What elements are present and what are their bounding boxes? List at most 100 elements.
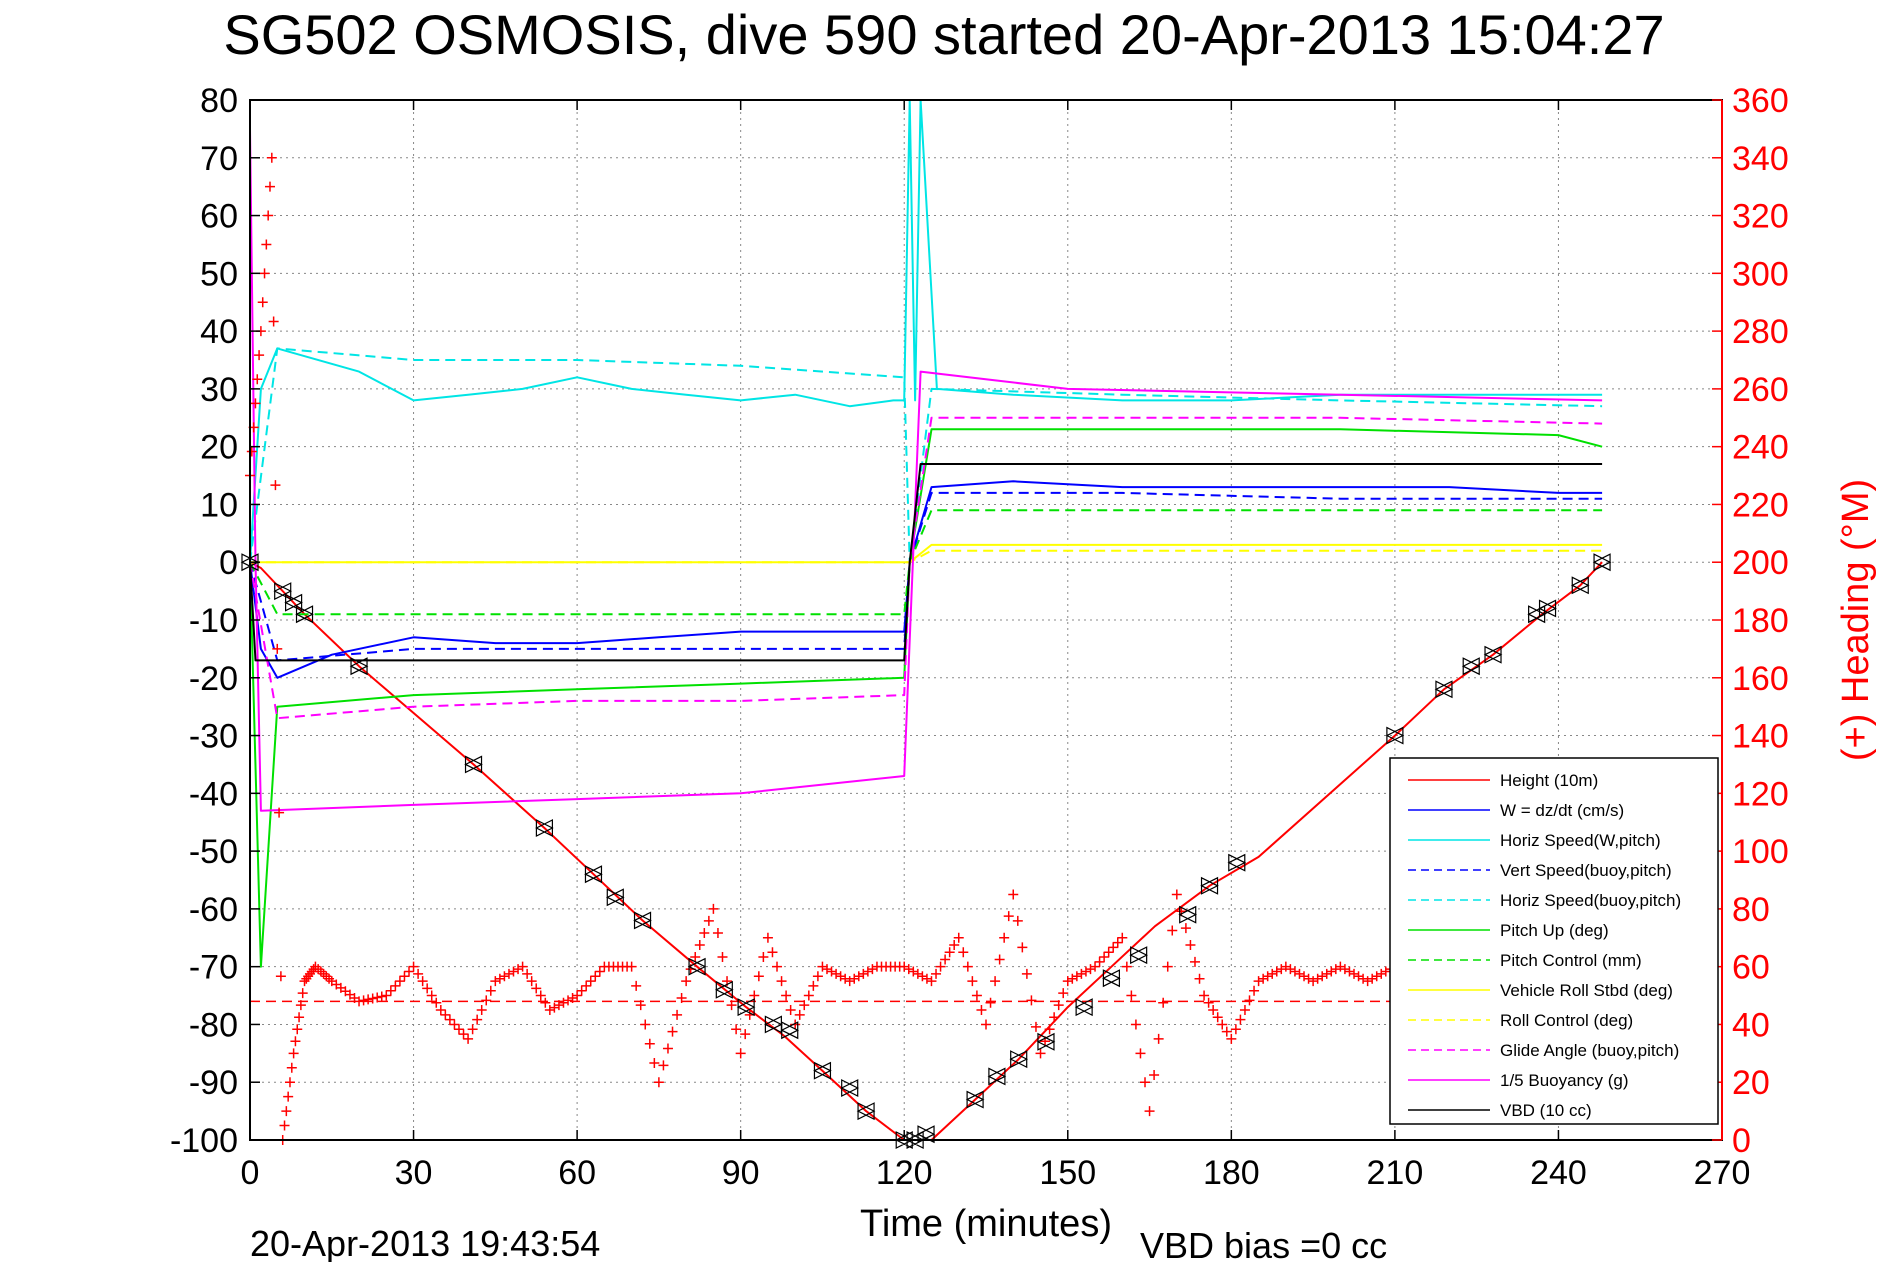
heading-point [1203, 997, 1214, 1008]
heading-point [1171, 889, 1182, 900]
legend-box [1389, 757, 1719, 1125]
heading-point [831, 968, 842, 979]
heading-point [1258, 973, 1269, 984]
heading-point [246, 446, 257, 457]
heading-point [297, 988, 308, 999]
heading-point [522, 968, 533, 979]
heading-point [567, 992, 578, 1003]
heading-point [1299, 971, 1310, 982]
heading-point [503, 968, 514, 979]
heading-point [1326, 966, 1337, 977]
x-tick-label: 120 [876, 1154, 933, 1192]
y-tick-label-right: 300 [1732, 255, 1789, 293]
heading-point [762, 932, 773, 943]
legend-label: Vert Speed(buoy,pitch) [1500, 861, 1672, 880]
heading-point [367, 993, 378, 1004]
heading-point [381, 990, 392, 1001]
heading-point [1071, 971, 1082, 982]
heading-point [1262, 971, 1273, 982]
heading-point [1289, 966, 1300, 977]
heading-point [1267, 968, 1278, 979]
heading-point [794, 1009, 805, 1020]
y-tick-label: 70 [200, 140, 238, 178]
heading-point [1158, 997, 1169, 1008]
height-marker [535, 819, 554, 837]
heading-point [1144, 1106, 1155, 1117]
y-tick-label-right: 340 [1732, 140, 1789, 178]
legend: Height (10m) W = dz/dt (cm/s) Horiz Speed(… [1389, 757, 1719, 1125]
heading-point [594, 966, 605, 977]
height-marker [1074, 998, 1094, 1017]
heading-point [508, 966, 519, 977]
series-line-10 [249, 128, 1603, 812]
height-marker [464, 755, 483, 774]
height-marker [1461, 657, 1481, 676]
heading-point [1335, 961, 1346, 972]
x-tick-label: 210 [1367, 1154, 1424, 1192]
chart-title: SG502 OSMOSIS, dive 590 started 20-Apr-2… [223, 3, 1664, 66]
y-tick-label: 50 [200, 255, 238, 293]
legend-label: VBD (10 cc) [1500, 1101, 1592, 1120]
heading-point [635, 1000, 646, 1011]
heading-point [563, 995, 574, 1006]
footer-vbd-bias: VBD bias =0 cc [1140, 1225, 1387, 1262]
heading-point [844, 976, 855, 987]
y-tick-label-right: 0 [1732, 1122, 1751, 1160]
heading-point [1076, 968, 1087, 979]
heading-point [585, 976, 596, 987]
heading-point [1167, 925, 1178, 936]
heading-point [649, 1057, 660, 1068]
heading-point [781, 990, 792, 1001]
heading-point [544, 1005, 555, 1015]
heading-point [408, 961, 419, 972]
heading-point [274, 807, 285, 818]
heading-point [1112, 937, 1123, 948]
heading-point [1339, 964, 1350, 975]
heading-point [535, 990, 546, 1001]
heading-point [1003, 911, 1014, 922]
y-tick-label-right: 180 [1732, 602, 1789, 640]
y-tick-label: 60 [200, 198, 238, 236]
heading-point [944, 947, 955, 958]
y-tick-label-right: 220 [1732, 486, 1789, 524]
heading-point [1294, 968, 1305, 979]
heading-point [1358, 973, 1369, 984]
heading-point [279, 1120, 290, 1131]
heading-point [953, 932, 964, 943]
heading-point [517, 961, 528, 972]
heading-point [376, 991, 387, 1002]
heading-point [626, 961, 637, 972]
legend-label: 1/5 Buoyancy (g) [1500, 1071, 1629, 1090]
heading-point [431, 997, 442, 1008]
heading-point [467, 1024, 478, 1035]
heading-point [1135, 1048, 1146, 1059]
heading-point [1303, 973, 1314, 984]
heading-point [703, 915, 714, 926]
y-tick-label: -50 [189, 833, 238, 871]
heading-point [1149, 1070, 1160, 1080]
height-marker [1200, 876, 1219, 895]
plot-lines [249, 99, 1603, 1141]
heading-point [812, 971, 823, 982]
height-marker [1227, 853, 1247, 872]
heading-point [753, 971, 764, 982]
y-axis-label-right: (+) Heading (°M) [1835, 479, 1877, 761]
heading-point [581, 980, 592, 991]
legend-label: Pitch Control (mm) [1500, 951, 1642, 970]
heading-point [1090, 961, 1101, 972]
heading-point [858, 968, 869, 979]
legend-label: Roll Control (deg) [1500, 1011, 1633, 1030]
heading-point [472, 1014, 483, 1025]
y-tick-label-right: 80 [1732, 891, 1770, 929]
heading-point [1080, 966, 1091, 977]
heading-point [1185, 940, 1196, 950]
y-tick-label: 20 [200, 429, 238, 467]
heading-point [252, 374, 263, 385]
heading-point [790, 1019, 801, 1030]
height-marker [633, 911, 652, 930]
y-tick-label-right: 120 [1732, 775, 1789, 813]
heading-point [1349, 968, 1359, 979]
x-tick-label: 30 [395, 1154, 433, 1192]
y-tick-label: 40 [200, 313, 238, 351]
heading-point [1053, 1000, 1064, 1011]
